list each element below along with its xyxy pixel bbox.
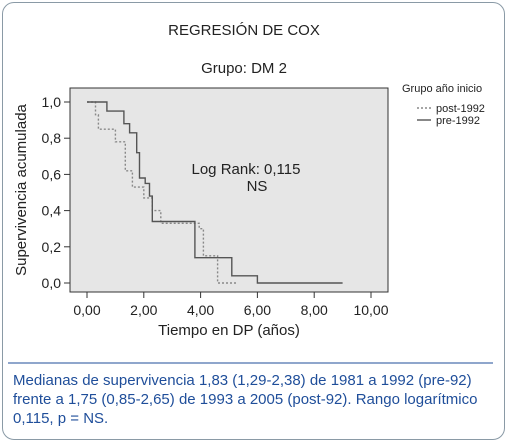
chart-title: REGRESIÓN DE COX <box>168 22 320 39</box>
y-axis: 0,0 0,2 0,4 0,6 0,8 1,0 <box>42 94 70 291</box>
x-tick-label: 0,00 <box>73 302 100 318</box>
x-tick-label: 2,00 <box>130 302 157 318</box>
x-axis-label: Tiempo en DP (años) <box>158 322 300 339</box>
y-tick-label: 0,2 <box>42 239 62 255</box>
figure-caption: Medianas de supervivencia 1,83 (1,29-2,3… <box>13 372 478 427</box>
series-layer <box>87 101 343 284</box>
y-tick-label: 1,0 <box>42 94 62 110</box>
y-axis-label: Supervivencia acumulada <box>13 103 30 275</box>
series-line-post-1992 <box>87 101 238 284</box>
series-line-pre-1992 <box>87 101 343 284</box>
chart-subtitle: Grupo: DM 2 <box>201 60 287 77</box>
x-tick-label: 8,00 <box>301 302 328 318</box>
legend-label-pre-1992: pre-1992 <box>436 115 480 127</box>
plot-area <box>69 87 389 293</box>
log-rank-annotation: Log Rank: 0,115 <box>192 161 301 178</box>
legend-title: Grupo año inicio <box>402 83 482 95</box>
y-tick-label: 0,6 <box>42 166 62 182</box>
x-tick-label: 6,00 <box>244 302 271 318</box>
y-tick-label: 0,0 <box>42 275 62 291</box>
ns-annotation: NS <box>247 178 268 195</box>
x-tick-label: 4,00 <box>187 302 214 318</box>
x-tick-label: 10,00 <box>353 302 388 318</box>
y-tick-label: 0,8 <box>42 130 62 146</box>
x-axis: 0,00 2,00 4,00 6,00 8,00 10,00 <box>73 292 389 318</box>
legend: Grupo año inicio post-1992 pre-1992 <box>402 83 485 127</box>
y-tick-label: 0,4 <box>42 203 62 219</box>
legend-label-post-1992: post-1992 <box>436 103 485 115</box>
